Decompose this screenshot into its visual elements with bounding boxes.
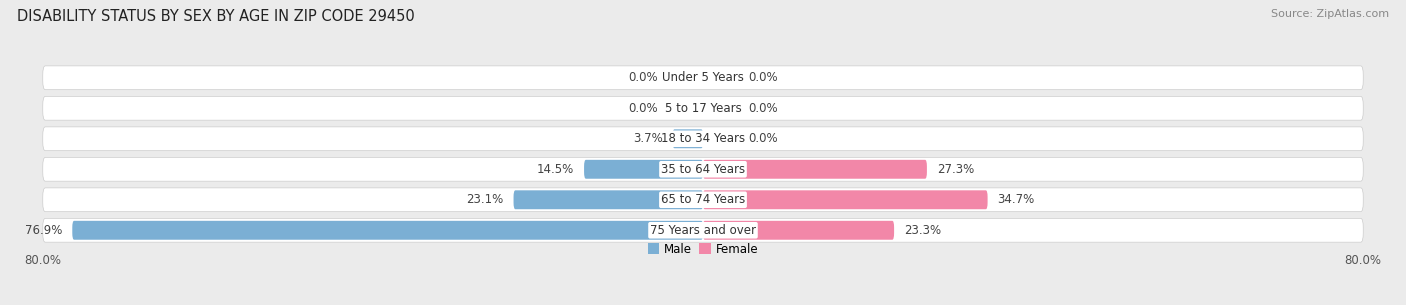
Text: 75 Years and over: 75 Years and over (650, 224, 756, 237)
FancyBboxPatch shape (703, 221, 894, 240)
FancyBboxPatch shape (42, 66, 1364, 90)
Text: 0.0%: 0.0% (748, 132, 778, 145)
Text: 80.0%: 80.0% (1344, 254, 1382, 267)
Text: 76.9%: 76.9% (25, 224, 62, 237)
Text: 0.0%: 0.0% (628, 71, 658, 84)
Text: Source: ZipAtlas.com: Source: ZipAtlas.com (1271, 9, 1389, 19)
FancyBboxPatch shape (703, 160, 927, 179)
Text: 3.7%: 3.7% (633, 132, 662, 145)
FancyBboxPatch shape (42, 188, 1364, 212)
Text: 23.3%: 23.3% (904, 224, 941, 237)
Text: 34.7%: 34.7% (997, 193, 1035, 206)
FancyBboxPatch shape (42, 127, 1364, 151)
Text: DISABILITY STATUS BY SEX BY AGE IN ZIP CODE 29450: DISABILITY STATUS BY SEX BY AGE IN ZIP C… (17, 9, 415, 24)
Text: 27.3%: 27.3% (936, 163, 974, 176)
Text: Under 5 Years: Under 5 Years (662, 71, 744, 84)
FancyBboxPatch shape (703, 190, 987, 209)
Text: 35 to 64 Years: 35 to 64 Years (661, 163, 745, 176)
Text: 18 to 34 Years: 18 to 34 Years (661, 132, 745, 145)
FancyBboxPatch shape (672, 129, 703, 148)
Text: 0.0%: 0.0% (748, 102, 778, 115)
Text: 0.0%: 0.0% (628, 102, 658, 115)
FancyBboxPatch shape (42, 157, 1364, 181)
FancyBboxPatch shape (513, 190, 703, 209)
FancyBboxPatch shape (72, 221, 703, 240)
Text: 23.1%: 23.1% (467, 193, 503, 206)
FancyBboxPatch shape (583, 160, 703, 179)
Text: 65 to 74 Years: 65 to 74 Years (661, 193, 745, 206)
Text: 5 to 17 Years: 5 to 17 Years (665, 102, 741, 115)
FancyBboxPatch shape (42, 218, 1364, 242)
Text: 80.0%: 80.0% (24, 254, 62, 267)
Legend: Male, Female: Male, Female (643, 238, 763, 260)
Text: 0.0%: 0.0% (748, 71, 778, 84)
FancyBboxPatch shape (42, 96, 1364, 120)
Text: 14.5%: 14.5% (537, 163, 574, 176)
